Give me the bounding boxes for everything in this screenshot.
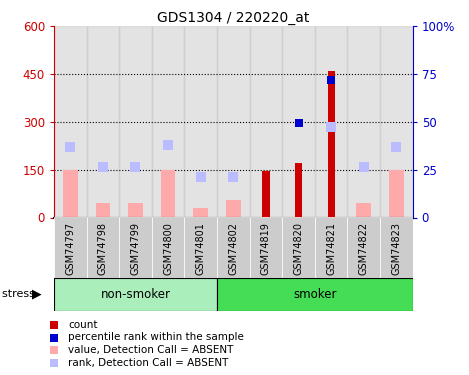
FancyBboxPatch shape <box>184 217 217 278</box>
Text: GSM74819: GSM74819 <box>261 222 271 275</box>
Bar <box>128 203 143 217</box>
Bar <box>96 203 110 217</box>
FancyBboxPatch shape <box>282 217 315 278</box>
Bar <box>250 26 282 218</box>
Bar <box>152 26 184 218</box>
Text: GSM74802: GSM74802 <box>228 222 238 275</box>
Text: GSM74820: GSM74820 <box>294 222 303 275</box>
FancyBboxPatch shape <box>380 217 413 278</box>
Bar <box>262 171 270 217</box>
Bar <box>184 26 217 218</box>
Bar <box>54 278 217 311</box>
Bar <box>282 26 315 218</box>
FancyBboxPatch shape <box>87 217 119 278</box>
FancyBboxPatch shape <box>119 217 152 278</box>
Bar <box>327 71 335 217</box>
Bar <box>295 164 302 218</box>
Bar <box>54 26 87 218</box>
FancyBboxPatch shape <box>217 217 250 278</box>
Text: stress: stress <box>2 290 39 299</box>
Text: GSM74821: GSM74821 <box>326 222 336 275</box>
FancyBboxPatch shape <box>348 217 380 278</box>
Bar <box>161 170 175 217</box>
FancyBboxPatch shape <box>152 217 184 278</box>
Text: smoker: smoker <box>293 288 337 301</box>
Text: value, Detection Call = ABSENT: value, Detection Call = ABSENT <box>68 345 234 355</box>
Text: non-smoker: non-smoker <box>100 288 170 301</box>
Text: percentile rank within the sample: percentile rank within the sample <box>68 333 244 342</box>
Bar <box>348 26 380 218</box>
Bar <box>63 170 77 217</box>
Bar <box>315 26 348 218</box>
Text: GSM74799: GSM74799 <box>130 222 141 275</box>
Bar <box>389 170 404 217</box>
FancyBboxPatch shape <box>54 217 87 278</box>
Bar <box>356 203 371 217</box>
Text: GSM74798: GSM74798 <box>98 222 108 275</box>
Text: rank, Detection Call = ABSENT: rank, Detection Call = ABSENT <box>68 358 229 368</box>
Bar <box>380 26 413 218</box>
Bar <box>119 26 152 218</box>
Text: GSM74800: GSM74800 <box>163 222 173 275</box>
FancyBboxPatch shape <box>315 217 348 278</box>
Title: GDS1304 / 220220_at: GDS1304 / 220220_at <box>157 11 310 25</box>
Bar <box>217 26 250 218</box>
Text: ▶: ▶ <box>32 288 42 301</box>
Text: GSM74822: GSM74822 <box>359 222 369 275</box>
Bar <box>87 26 119 218</box>
Text: count: count <box>68 320 98 330</box>
Bar <box>226 200 241 217</box>
Bar <box>217 278 413 311</box>
FancyBboxPatch shape <box>250 217 282 278</box>
Text: GSM74797: GSM74797 <box>65 222 75 275</box>
Text: GSM74801: GSM74801 <box>196 222 206 275</box>
Text: GSM74823: GSM74823 <box>392 222 401 275</box>
Bar <box>193 208 208 218</box>
